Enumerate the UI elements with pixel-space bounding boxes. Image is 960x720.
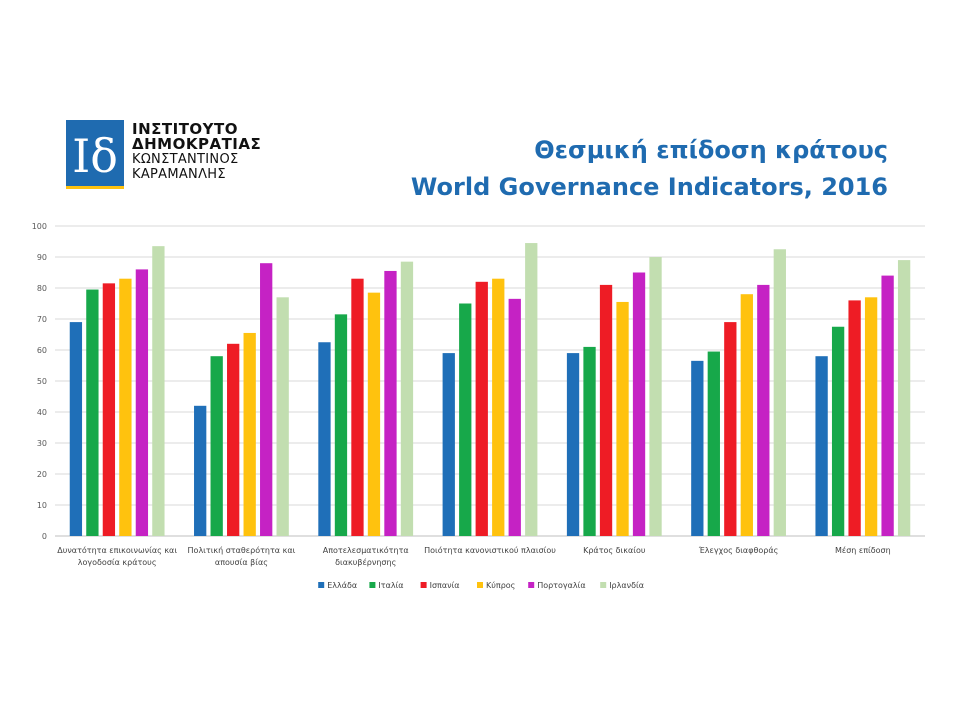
bar — [864, 297, 878, 536]
bar — [260, 263, 273, 536]
legend-swatch — [477, 582, 483, 588]
bar — [475, 281, 488, 536]
bar — [102, 283, 116, 536]
y-tick-label: 10 — [37, 501, 47, 510]
bar — [508, 298, 521, 536]
y-tick-label: 40 — [37, 408, 47, 417]
legend-label: Ιρλανδία — [609, 581, 644, 590]
bar — [815, 356, 828, 536]
y-tick-label: 30 — [37, 439, 47, 448]
bar — [707, 351, 720, 536]
bar — [616, 301, 629, 536]
title-english: World Governance Indicators, 2016 — [410, 173, 888, 201]
bar — [367, 292, 381, 536]
x-tick-label: Αποτελεσματικότητα — [323, 545, 409, 555]
bar — [691, 360, 704, 536]
y-tick-label: 80 — [37, 284, 47, 293]
bar — [881, 275, 894, 536]
institute-logo: Ιδ ΙΝΣΤΙΤΟΥΤΟ ΔΗΜΟΚΡΑΤΙΑΣ ΚΩΝΣΤΑΝΤΙΝΟΣ Κ… — [66, 120, 306, 194]
y-tick-label: 70 — [37, 315, 47, 324]
legend-swatch — [600, 582, 607, 588]
x-tick-label: λογοδοσία κράτους — [78, 558, 157, 567]
bar — [243, 332, 256, 536]
legend-label: Ελλάδα — [327, 581, 357, 590]
legend-swatch — [528, 582, 535, 588]
legend-label: Πορτογαλία — [537, 581, 585, 590]
bar — [583, 346, 596, 536]
bar — [757, 284, 770, 536]
bar — [459, 303, 472, 536]
logo-line-2: ΔΗΜΟΚΡΑΤΙΑΣ — [132, 135, 262, 153]
x-tick-label: απουσία βίας — [215, 558, 268, 567]
bar — [400, 261, 414, 536]
logo-line-4: ΚΑΡΑΜΑΝΛΗΣ — [132, 167, 226, 182]
bar — [334, 314, 348, 536]
bar — [897, 260, 911, 536]
bar — [724, 322, 737, 536]
title-greek: Θεσμική επίδοση κράτους — [534, 136, 888, 164]
y-tick-label: 0 — [42, 532, 47, 541]
y-tick-label: 20 — [37, 470, 47, 479]
bar — [152, 246, 165, 536]
bar — [566, 353, 580, 536]
legend-label: Ισπανία — [430, 581, 460, 590]
bar — [831, 326, 845, 536]
x-tick-label: Δυνατότητα επικοινωνίας και — [57, 545, 177, 555]
legend-label: Κύπρος — [486, 580, 515, 590]
bar — [525, 243, 538, 537]
legend-swatch — [318, 582, 325, 588]
x-tick-label: Ποιότητα κανονιστικού πλαισίου — [424, 545, 556, 555]
x-tick-label: Έλεγχος διαφθοράς — [698, 546, 779, 555]
bar — [632, 272, 646, 536]
legend-label: Ιταλία — [378, 581, 403, 590]
bar — [86, 289, 99, 536]
bar — [210, 356, 223, 536]
logo-monogram-icon: Ιδ — [66, 120, 124, 189]
logo-square — [66, 120, 124, 186]
legend-swatch — [420, 582, 427, 588]
bar — [773, 249, 786, 536]
logo-line-1: ΙΝΣΤΙΤΟΥΤΟ — [132, 120, 239, 138]
logo-underline — [66, 186, 124, 189]
y-tick-label: 90 — [37, 253, 47, 262]
bar — [119, 278, 132, 536]
bar — [848, 300, 861, 536]
legend-swatch — [369, 582, 376, 588]
y-tick-label: 100 — [32, 222, 47, 231]
bar — [69, 322, 83, 536]
x-tick-label: Μέση επίδοση — [835, 545, 891, 555]
bar — [442, 353, 455, 536]
logo-monogram-text: Ιδ — [72, 129, 118, 183]
x-tick-label: Κράτος δικαίου — [583, 546, 646, 555]
bar — [649, 257, 662, 536]
bar — [492, 278, 505, 536]
logo-line-3: ΚΩΝΣΤΑΝΤΙΝΟΣ — [132, 152, 239, 167]
bar — [227, 343, 240, 536]
bar — [384, 270, 397, 536]
x-tick-label: Πολιτική σταθερότητα και — [188, 545, 296, 555]
x-tick-label: διακυβέρνησης — [335, 557, 396, 567]
bar — [276, 297, 289, 536]
bar — [194, 405, 207, 536]
bar — [599, 284, 613, 536]
bar — [135, 269, 149, 536]
bar — [351, 278, 364, 536]
chart-title-block: Θεσμική επίδοση κράτους World Governance… — [411, 132, 888, 206]
bar — [318, 342, 331, 536]
bar — [740, 294, 753, 536]
y-tick-label: 60 — [37, 346, 47, 355]
y-tick-label: 50 — [37, 377, 47, 386]
